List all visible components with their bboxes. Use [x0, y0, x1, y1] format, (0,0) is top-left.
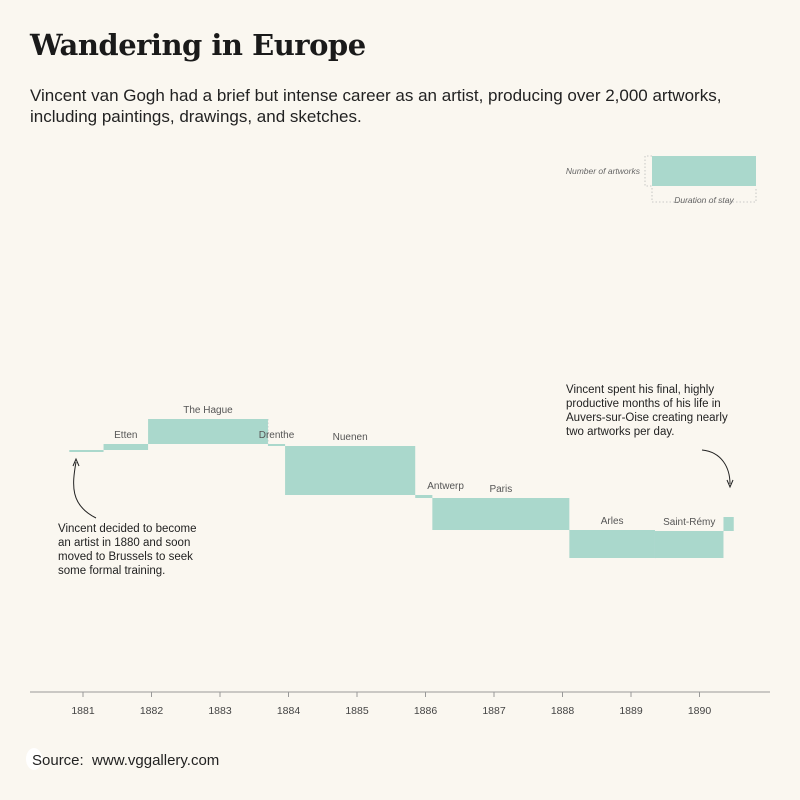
legend-width-bracket — [651, 188, 757, 203]
place-label: Drenthe — [259, 430, 295, 441]
legend-width-label: Duration of stay — [674, 195, 734, 205]
stay-bar — [569, 530, 655, 558]
place-label: Paris — [489, 484, 512, 495]
annotation-start: Vincent decided to become an artist in 1… — [58, 457, 197, 577]
stay-bar — [103, 444, 149, 450]
x-tick-label: 1888 — [551, 705, 575, 717]
source-url[interactable]: www.vggallery.com — [92, 752, 220, 769]
annotation-end: Vincent spent his final, highly producti… — [566, 384, 734, 489]
annotation-start-line: an artist in 1880 and soon — [58, 537, 190, 549]
stay-bar — [267, 444, 286, 446]
place-label: The Hague — [183, 405, 233, 416]
place-labels: Etten The Hague Drenthe Nuenen Antwerp Paris A… — [114, 405, 715, 528]
x-tick-label: 1882 — [140, 705, 164, 717]
annotation-end-arrow — [701, 449, 731, 485]
chart-title: Wandering in Europe — [30, 28, 366, 62]
x-tick-label: 1885 — [345, 705, 369, 717]
legend-height-label: Number of artworks — [566, 166, 641, 176]
stay-bar — [69, 450, 104, 452]
annotation-end-line: Auvers-sur-Oise creating nearly — [566, 412, 728, 424]
x-axis-ticks: 1881 1882 1883 1884 1885 1886 1887 1888 1889 1890 — [71, 692, 711, 717]
source-label: Source: — [32, 752, 84, 769]
legend-height-bracket — [644, 155, 652, 187]
x-tick-label: 1889 — [619, 705, 643, 717]
source-marker — [26, 748, 42, 770]
stay-bars — [69, 419, 734, 558]
place-label: Saint-Rémy — [663, 517, 715, 528]
x-tick-label: 1890 — [688, 705, 712, 717]
x-tick-label: 1886 — [414, 705, 438, 717]
legend-bar — [652, 156, 756, 186]
annotation-start-line: some formal training. — [58, 565, 165, 577]
annotation-end-arrowhead — [726, 479, 734, 489]
x-tick-label: 1887 — [482, 705, 506, 717]
annotation-end-line: productive months of his life in — [566, 398, 721, 410]
annotation-start-line: moved to Brussels to seek — [58, 551, 193, 563]
place-label: Antwerp — [427, 481, 464, 492]
place-label: Nuenen — [333, 432, 368, 443]
source-credit: Source: www.vggallery.com — [26, 748, 220, 770]
stay-bar — [654, 531, 724, 558]
annotation-start-arrowhead — [72, 457, 80, 467]
legend: Number of artworks Duration of stay — [566, 155, 757, 205]
x-tick-label: 1884 — [277, 705, 301, 717]
annotation-start-line: Vincent decided to become — [58, 523, 197, 535]
place-label: Etten — [114, 430, 137, 441]
stay-bar — [415, 495, 433, 498]
x-tick-label: 1883 — [208, 705, 232, 717]
stay-bar — [285, 446, 416, 495]
annotation-end-line: two artworks per day. — [566, 426, 674, 438]
stay-bar — [148, 419, 268, 444]
annotation-start-arrow — [73, 461, 97, 519]
annotation-end-line: Vincent spent his final, highly — [566, 384, 714, 396]
chart-subtitle: Vincent van Gogh had a brief but intense… — [30, 86, 722, 126]
place-label: Arles — [601, 516, 624, 527]
stay-bar — [432, 498, 570, 530]
x-tick-label: 1881 — [71, 705, 95, 717]
stay-bar — [723, 517, 734, 531]
